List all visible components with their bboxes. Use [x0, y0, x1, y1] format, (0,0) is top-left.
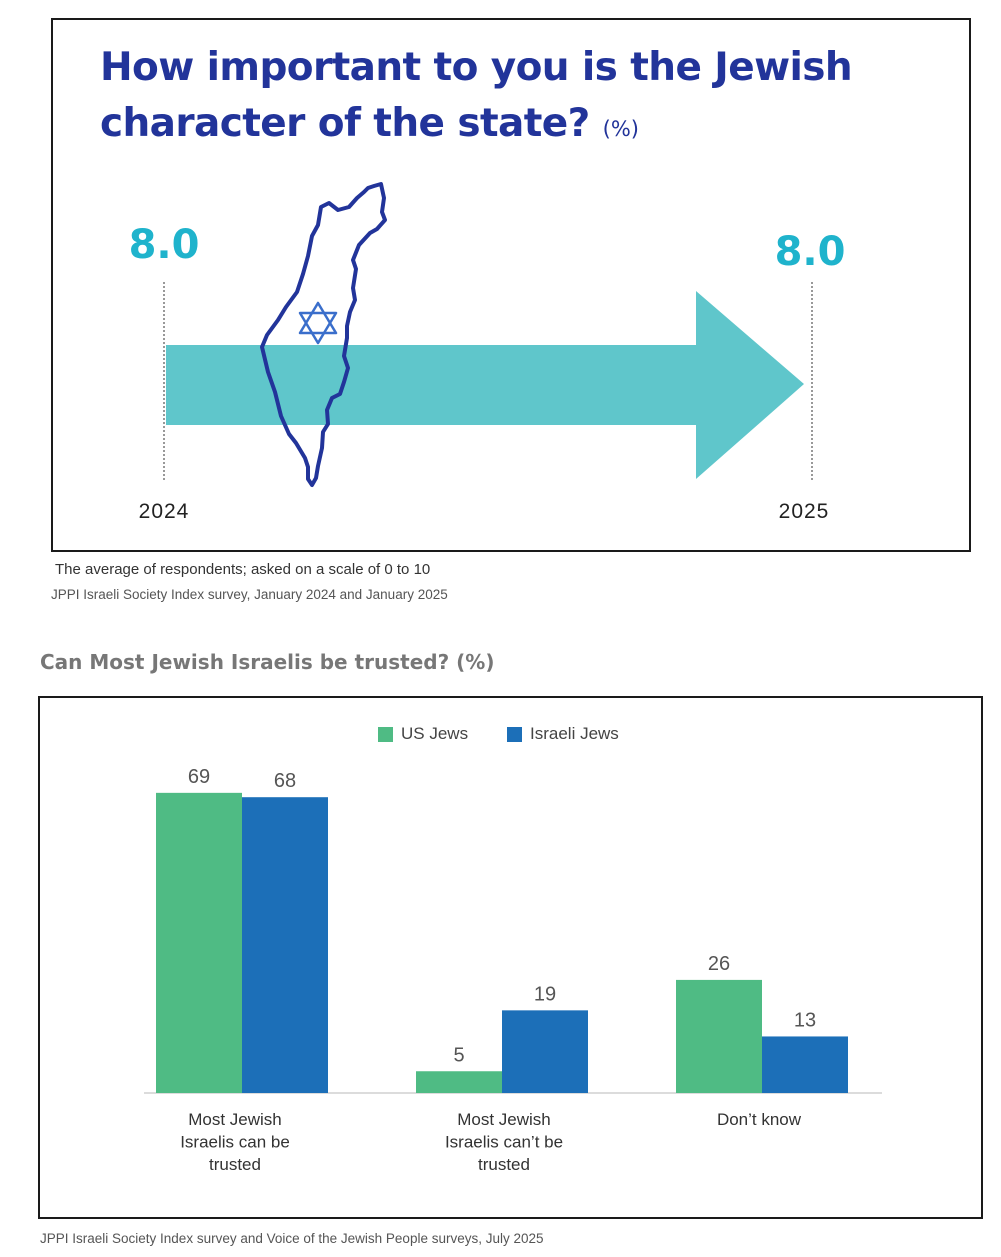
- category-label-2-line-0: Don’t know: [717, 1110, 802, 1129]
- data-label-us-jews-0: 69: [188, 766, 210, 788]
- bar-israeli-jews-0: [242, 797, 328, 1093]
- category-label-0-line-2: trusted: [209, 1155, 261, 1174]
- value-2024: 8.0: [129, 222, 200, 268]
- bar-us-jews-1: [416, 1071, 502, 1093]
- value-2025: 8.0: [775, 229, 846, 275]
- category-label-1-line-1: Israelis can’t be: [445, 1133, 563, 1152]
- bar-us-jews-0: [156, 793, 242, 1093]
- year-2025-label: 2025: [779, 500, 830, 523]
- importance-graphic: 8.0 8.0 2024 2025: [53, 20, 973, 554]
- data-label-israeli-jews-2: 13: [794, 1009, 816, 1031]
- category-label-0-line-1: Israelis can be: [180, 1133, 290, 1152]
- bar-us-jews-2: [676, 980, 762, 1093]
- category-label-0-line-0: Most Jewish: [188, 1110, 282, 1129]
- importance-note: The average of respondents; asked on a s…: [55, 561, 430, 578]
- category-label-1-line-2: trusted: [478, 1155, 530, 1174]
- importance-source: JPPI Israeli Society Index survey, Janua…: [51, 587, 448, 602]
- data-label-israeli-jews-0: 68: [274, 770, 296, 792]
- trust-chart-panel: US Jews Israeli Jews 69 5 26 68 19 13 Most Jew…: [38, 696, 983, 1219]
- category-label-1-line-0: Most Jewish: [457, 1110, 551, 1129]
- data-label-us-jews-2: 26: [708, 953, 730, 975]
- trust-chart-source: JPPI Israeli Society Index survey and Vo…: [40, 1231, 544, 1246]
- trust-bar-chart: 69 5 26 68 19 13 Most Jewish Israelis can be tru…: [40, 698, 985, 1221]
- trust-chart-title: Can Most Jewish Israelis be trusted? (%): [40, 650, 494, 674]
- data-label-israeli-jews-1: 19: [534, 983, 556, 1005]
- bar-israeli-jews-1: [502, 1010, 588, 1093]
- importance-panel: How important to you is the Jewish chara…: [51, 18, 971, 552]
- bar-israeli-jews-2: [762, 1036, 848, 1093]
- data-label-us-jews-1: 5: [453, 1044, 464, 1066]
- star-of-david-icon: [300, 303, 336, 343]
- trend-arrow: [166, 291, 804, 479]
- year-2024-label: 2024: [139, 500, 190, 523]
